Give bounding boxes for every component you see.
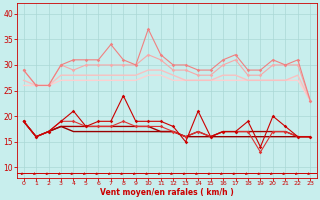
X-axis label: Vent moyen/en rafales ( km/h ): Vent moyen/en rafales ( km/h )	[100, 188, 234, 197]
